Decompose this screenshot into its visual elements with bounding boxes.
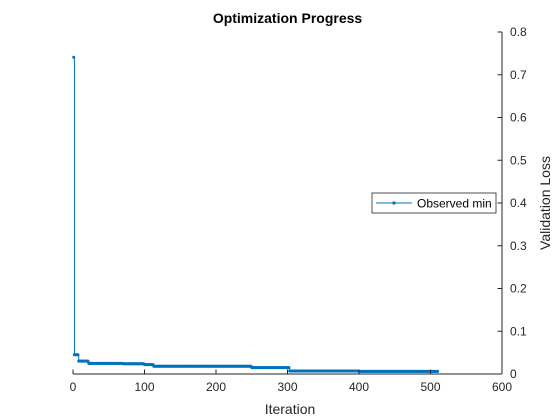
y-tick-label: 0.3 (510, 239, 527, 253)
y-axis: 0 0.1 0.2 0.3 0.4 0.5 0.6 0.7 0.8 (497, 25, 527, 381)
plot-area (72, 55, 440, 373)
y-axis-label: Validation Loss (537, 156, 553, 250)
x-tick-label: 500 (420, 380, 440, 394)
x-tick-label: 100 (134, 380, 154, 394)
x-tick-label: 0 (70, 380, 77, 394)
legend-entry-observed-min: Observed min (417, 197, 492, 211)
y-tick-label: 0 (510, 367, 517, 381)
x-tick-label: 300 (277, 380, 297, 394)
series-line-observed-min (73, 56, 438, 372)
chart-title: Optimization Progress (213, 10, 363, 26)
y-tick-label: 0.8 (510, 25, 527, 39)
x-tick-label: 200 (206, 380, 226, 394)
series-point (72, 55, 76, 59)
x-tick-label: 400 (349, 380, 369, 394)
y-tick-label: 0.1 (510, 324, 527, 338)
y-tick-label: 0.2 (510, 282, 527, 296)
x-axis-label: Iteration (265, 401, 316, 417)
legend: Observed min (371, 192, 497, 214)
y-tick-label: 0.5 (510, 153, 527, 167)
legend-box (371, 192, 497, 214)
y-tick-label: 0.6 (510, 111, 527, 125)
series-point (287, 366, 291, 370)
x-tick-label: 600 (492, 380, 512, 394)
y-tick-label: 0.7 (510, 68, 527, 82)
legend-series-marker (392, 201, 396, 205)
series-point (436, 369, 440, 373)
series-point (76, 353, 80, 357)
y-tick-label: 0.4 (510, 196, 527, 210)
x-axis: 0 100 200 300 400 500 600 (70, 369, 512, 394)
